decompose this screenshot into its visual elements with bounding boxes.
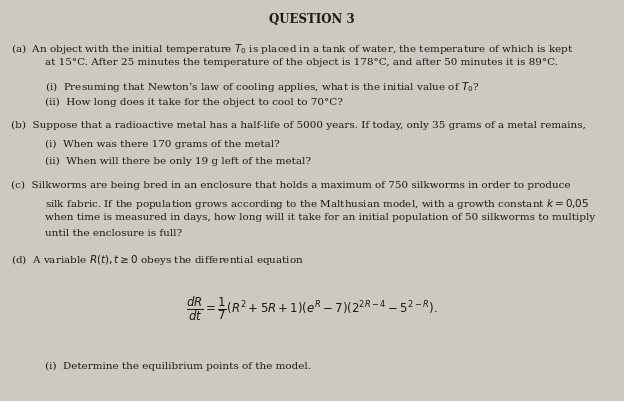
Text: until the enclosure is full?: until the enclosure is full? <box>45 229 182 238</box>
Text: (c)  Silkworms are being bred in an enclosure that holds a maximum of 750 silkwo: (c) Silkworms are being bred in an enclo… <box>11 181 571 190</box>
Text: (b)  Suppose that a radioactive metal has a half-life of 5000 years. If today, o: (b) Suppose that a radioactive metal has… <box>11 121 586 130</box>
Text: silk fabric. If the population grows according to the Malthusian model, with a g: silk fabric. If the population grows acc… <box>45 197 589 211</box>
Text: QUESTION 3: QUESTION 3 <box>269 13 355 26</box>
Text: (d)  A variable $R(t), t \geq 0$ obeys the differential equation: (d) A variable $R(t), t \geq 0$ obeys th… <box>11 253 304 267</box>
Text: at 15°C. After 25 minutes the temperature of the object is 178°C, and after 50 m: at 15°C. After 25 minutes the temperatur… <box>45 58 558 67</box>
Text: $\dfrac{dR}{dt} = \dfrac{1}{7}(R^2 + 5R + 1)(e^{R} - 7)(2^{2R-4} - 5^{2-R}).$: $\dfrac{dR}{dt} = \dfrac{1}{7}(R^2 + 5R … <box>186 295 438 323</box>
Text: (i)  When was there 170 grams of the metal?: (i) When was there 170 grams of the meta… <box>45 140 280 150</box>
Text: (ii)  How long does it take for the object to cool to 70°C?: (ii) How long does it take for the objec… <box>45 97 343 107</box>
Text: when time is measured in days, how long will it take for an initial population o: when time is measured in days, how long … <box>45 213 595 222</box>
Text: (i)  Presuming that Newton’s law of cooling applies, what is the initial value o: (i) Presuming that Newton’s law of cooli… <box>45 80 479 94</box>
Text: (ii)  When will there be only 19 g left of the metal?: (ii) When will there be only 19 g left o… <box>45 156 311 166</box>
Text: (i)  Determine the equilibrium points of the model.: (i) Determine the equilibrium points of … <box>45 362 311 371</box>
Text: (a)  An object with the initial temperature $T_0$ is placed in a tank of water, : (a) An object with the initial temperatu… <box>11 42 573 56</box>
